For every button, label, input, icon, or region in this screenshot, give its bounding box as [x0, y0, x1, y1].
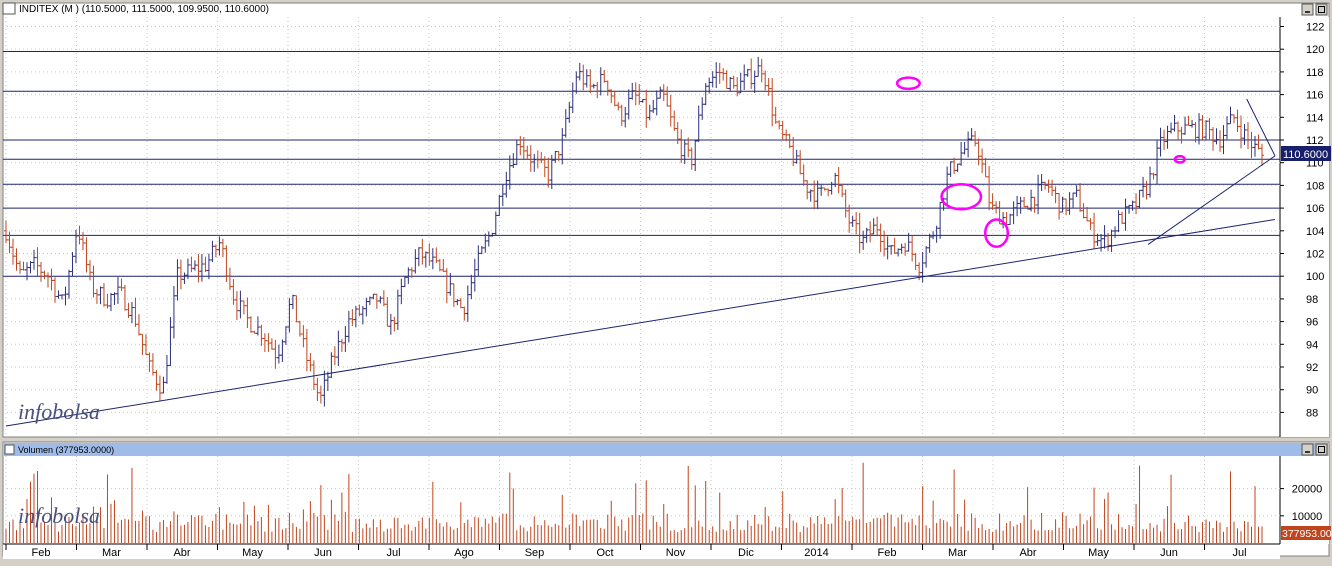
last-price-label: 110.6000	[1283, 149, 1328, 161]
last-volume-badge	[1281, 526, 1331, 540]
price-tick-label: 98	[1306, 294, 1318, 306]
x-tick-label: Sep	[525, 547, 545, 559]
watermark-volume: infobolsa	[18, 503, 100, 528]
watermark-price: infobolsa	[18, 399, 100, 424]
x-tick-label: May	[242, 547, 263, 559]
price-tick-label: 96	[1306, 317, 1318, 329]
ohlc-bars	[4, 56, 1264, 407]
volume-tick-label: 20000	[1292, 484, 1323, 496]
price-tick-label: 104	[1306, 226, 1324, 238]
annotation-ellipse	[940, 183, 983, 211]
x-tick-label: May	[1088, 547, 1109, 559]
price-tick-label: 112	[1306, 135, 1324, 147]
annotations	[895, 76, 1187, 248]
annotation-ellipse	[983, 218, 1010, 248]
price-tick-label: 94	[1306, 339, 1318, 351]
annotation-ellipse	[895, 76, 921, 91]
volume-menu-icon[interactable]	[4, 444, 15, 455]
price-tick-label: 92	[1306, 362, 1318, 374]
x-tick-label: Abr	[1019, 547, 1036, 559]
trendline	[1246, 98, 1276, 157]
price-tick-label: 120	[1306, 44, 1324, 56]
x-tick-label: Nov	[666, 547, 686, 559]
x-tick-label: 2014	[804, 547, 828, 559]
price-axis-area	[1280, 17, 1329, 437]
volume-tick-label: 10000	[1292, 511, 1323, 523]
x-tick-label: Feb	[32, 547, 51, 559]
volume-title: Volumen (377953.0000)	[18, 445, 114, 455]
price-tick-label: 106	[1306, 203, 1324, 215]
price-tick-label: 88	[1306, 407, 1318, 419]
volume-maximize-button[interactable]	[1315, 443, 1328, 456]
volume-bars	[5, 462, 1263, 543]
volume-title-bar	[4, 443, 1328, 456]
x-tick-label: Ago	[454, 547, 474, 559]
annotation-ellipse	[1173, 154, 1187, 164]
x-tick-label: Dic	[738, 547, 754, 559]
price-minimize-button[interactable]	[1301, 3, 1314, 16]
support-resistance-levels	[3, 50, 1280, 277]
last-price-badge	[1281, 146, 1331, 161]
x-tick-label: Jun	[314, 547, 332, 559]
chart-menu-icon[interactable]	[2, 2, 16, 15]
x-tick-label: Mar	[102, 547, 121, 559]
last-volume-label: 377953.00	[1282, 528, 1332, 540]
x-tick-label: Mar	[948, 547, 967, 559]
price-y-axis: 8890929496981001021041061081101121141161…	[1280, 22, 1324, 419]
x-tick-label: Jun	[1160, 547, 1178, 559]
price-title: INDITEX (M ) (110.5000, 111.5000, 109.95…	[19, 4, 269, 15]
x-tick-label: Abr	[173, 547, 190, 559]
price-tick-label: 122	[1306, 22, 1324, 34]
price-tick-label: 116	[1306, 90, 1324, 102]
price-tick-label: 90	[1306, 385, 1318, 397]
x-tick-label: Jul	[386, 547, 400, 559]
price-maximize-button[interactable]	[1315, 3, 1328, 16]
price-tick-label: 118	[1306, 67, 1324, 79]
x-axis: Feb Mar Abr May Jun Jul Ago Sep Oct Nov Dic 2014 Feb…	[5, 544, 1247, 559]
x-axis-area	[3, 544, 1280, 559]
trendlines	[5, 98, 1276, 427]
volume-y-axis: 10000 20000	[1280, 484, 1322, 523]
x-tick-label: Feb	[878, 547, 897, 559]
trendline	[1147, 155, 1276, 245]
price-panel	[2, 2, 1330, 438]
volume-minimize-button[interactable]	[1301, 443, 1314, 456]
price-tick-label: 100	[1306, 271, 1324, 283]
price-tick-label: 108	[1306, 180, 1324, 192]
trendline	[5, 218, 1276, 427]
x-tick-label: Jul	[1232, 547, 1246, 559]
price-tick-label: 102	[1306, 249, 1324, 261]
price-tick-label: 114	[1306, 112, 1324, 124]
x-tick-label: Oct	[596, 547, 613, 559]
